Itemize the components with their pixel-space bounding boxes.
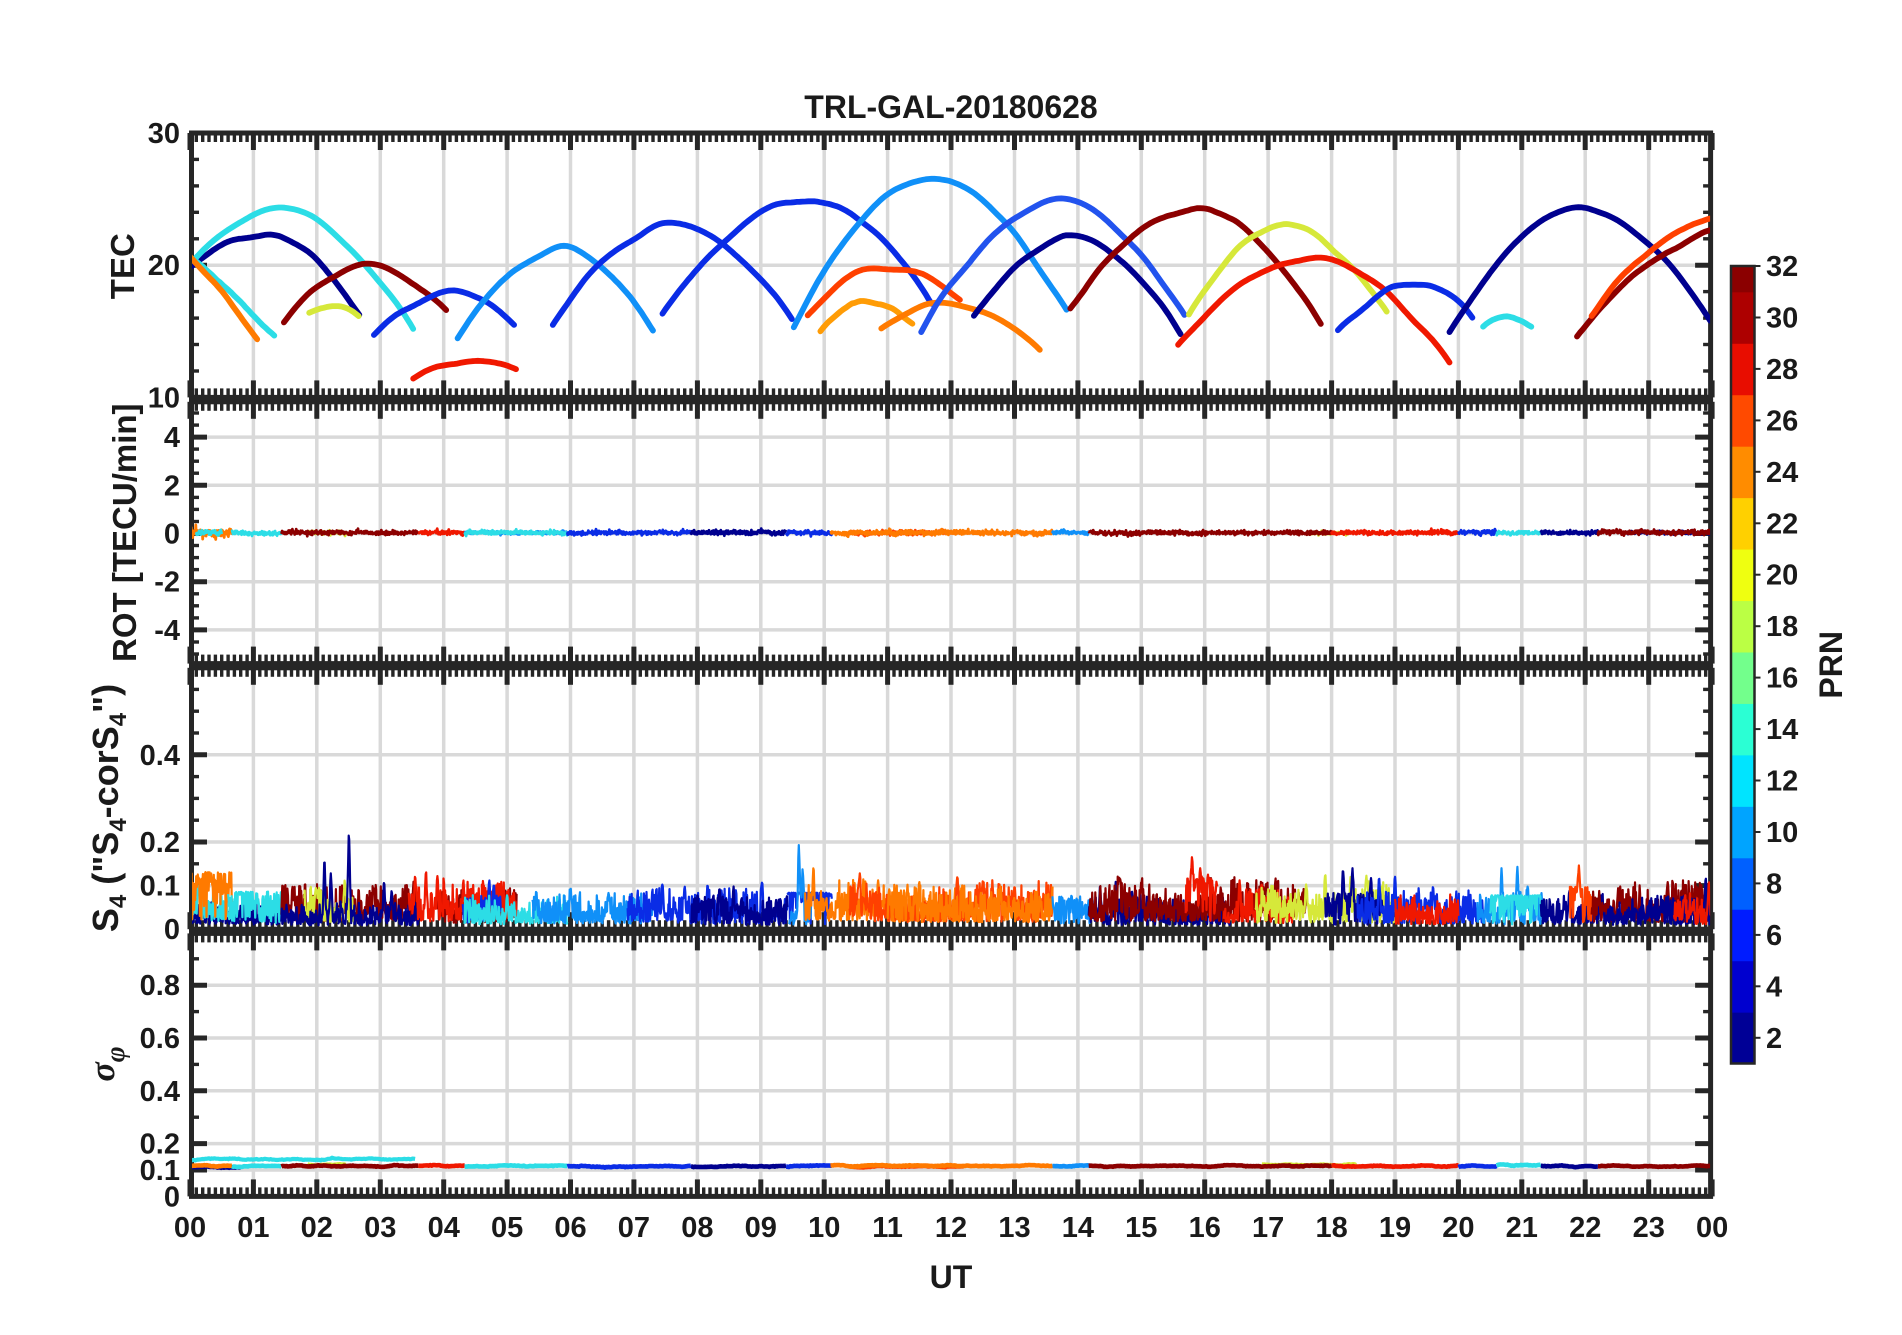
svg-text:8: 8 (1766, 868, 1782, 900)
svg-text:10: 10 (1766, 817, 1798, 849)
svg-text:TRL-GAL-20180628: TRL-GAL-20180628 (804, 89, 1097, 125)
svg-text:16: 16 (1189, 1212, 1221, 1244)
svg-text:01: 01 (237, 1212, 269, 1244)
svg-text:4: 4 (1766, 971, 1782, 1003)
svg-text:0.8: 0.8 (140, 970, 180, 1002)
svg-text:0.4: 0.4 (140, 1076, 180, 1108)
svg-text:22: 22 (1766, 508, 1798, 540)
svg-text:6: 6 (1766, 920, 1782, 952)
svg-text:00: 00 (1696, 1212, 1728, 1244)
svg-text:20: 20 (1442, 1212, 1474, 1244)
svg-text:20: 20 (148, 250, 180, 282)
svg-text:-2: -2 (154, 567, 180, 599)
svg-text:14: 14 (1766, 714, 1798, 746)
svg-text:11: 11 (872, 1212, 903, 1244)
svg-text:04: 04 (428, 1212, 460, 1244)
svg-text:26: 26 (1766, 405, 1798, 437)
svg-text:0: 0 (164, 519, 180, 551)
svg-text:28: 28 (1766, 354, 1798, 386)
svg-text:UT: UT (930, 1259, 973, 1295)
svg-text:0.4: 0.4 (140, 740, 180, 772)
svg-text:32: 32 (1766, 251, 1798, 283)
svg-text:08: 08 (681, 1212, 713, 1244)
svg-text:02: 02 (301, 1212, 333, 1244)
svg-text:0.6: 0.6 (140, 1023, 180, 1055)
svg-text:14: 14 (1062, 1212, 1094, 1244)
svg-text:2: 2 (164, 470, 180, 502)
svg-text:0: 0 (164, 914, 180, 946)
svg-text:22: 22 (1569, 1212, 1601, 1244)
svg-text:12: 12 (1766, 766, 1798, 798)
svg-text:PRN: PRN (1813, 631, 1849, 699)
svg-text:10: 10 (148, 382, 180, 414)
svg-text:17: 17 (1252, 1212, 1284, 1244)
svg-text:24: 24 (1766, 457, 1798, 489)
svg-text:S4 ("S4-corS4"): S4 ("S4-corS4") (85, 684, 132, 932)
svg-text:19: 19 (1379, 1212, 1411, 1244)
svg-text:13: 13 (998, 1212, 1030, 1244)
svg-text:12: 12 (935, 1212, 967, 1244)
svg-text:21: 21 (1506, 1212, 1538, 1244)
svg-text:09: 09 (745, 1212, 777, 1244)
svg-text:0.2: 0.2 (140, 1129, 180, 1161)
svg-text:ROT [TECU/min]: ROT [TECU/min] (106, 403, 143, 661)
svg-text:30: 30 (1766, 303, 1798, 335)
svg-text:00: 00 (174, 1212, 206, 1244)
svg-text:18: 18 (1315, 1212, 1347, 1244)
svg-text:07: 07 (618, 1212, 650, 1244)
svg-text:-4: -4 (154, 615, 180, 647)
svg-text:10: 10 (808, 1212, 840, 1244)
svg-text:2: 2 (1766, 1023, 1782, 1055)
svg-text:4: 4 (164, 422, 180, 454)
svg-text:23: 23 (1633, 1212, 1665, 1244)
svg-text:18: 18 (1766, 611, 1798, 643)
svg-text:0: 0 (164, 1181, 180, 1213)
svg-text:0.1: 0.1 (140, 871, 180, 903)
svg-text:0.1: 0.1 (140, 1155, 180, 1187)
svg-text:TEC: TEC (104, 233, 141, 299)
svg-text:15: 15 (1125, 1212, 1157, 1244)
svg-text:16: 16 (1766, 663, 1798, 695)
svg-text:03: 03 (364, 1212, 396, 1244)
svg-text:0.2: 0.2 (140, 827, 180, 859)
svg-text:σφ: σφ (82, 1046, 130, 1081)
svg-text:06: 06 (554, 1212, 586, 1244)
svg-text:30: 30 (148, 118, 180, 150)
svg-text:05: 05 (491, 1212, 523, 1244)
svg-text:20: 20 (1766, 560, 1798, 592)
